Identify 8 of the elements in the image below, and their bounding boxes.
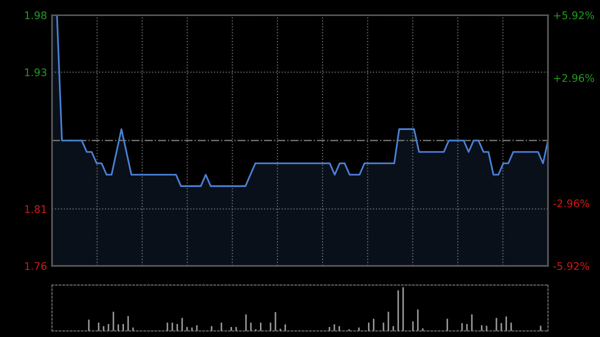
y2-tick-label: -2.96%: [553, 199, 590, 208]
y-tick-label: 1.98: [25, 11, 46, 20]
y-tick-label: 1.81: [25, 205, 46, 214]
y-tick-label: 1.76: [25, 262, 47, 270]
y2-tick-label: +5.92%: [554, 11, 594, 20]
y-tick-label: 1.93: [25, 68, 46, 76]
y2-tick-label: +2.96%: [554, 74, 594, 82]
y2-tick-label: -5.92%: [553, 262, 590, 270]
